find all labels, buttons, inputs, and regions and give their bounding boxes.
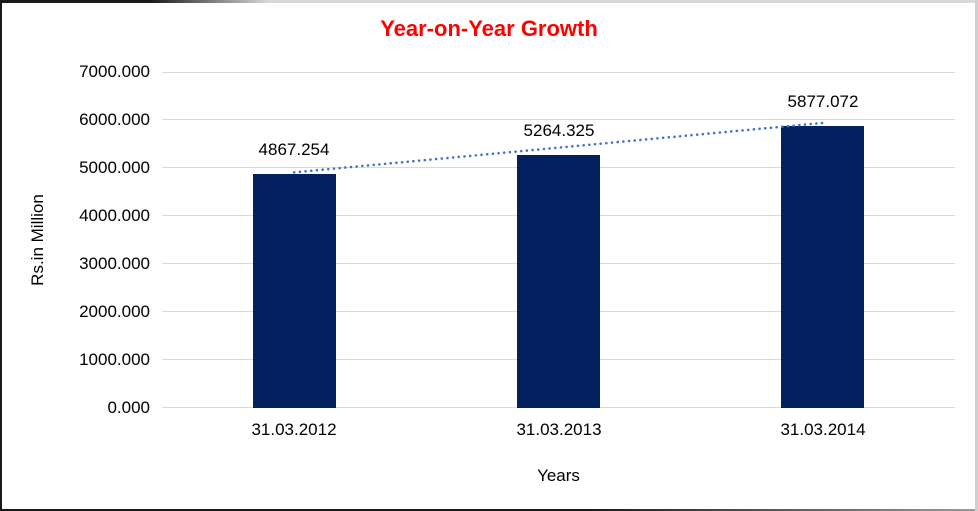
y-tick-label: 6000.000 <box>79 110 150 129</box>
x-axis-title: Years <box>537 466 580 485</box>
bar-31.03.2013 <box>517 155 600 408</box>
y-tick-label: 1000.000 <box>79 350 150 369</box>
gridline <box>162 119 955 120</box>
y-tick-label: 4000.000 <box>79 206 150 225</box>
bar-value-label: 5877.072 <box>787 92 859 111</box>
y-tick-label: 2000.000 <box>79 302 150 321</box>
bar-31.03.2012 <box>253 174 336 408</box>
bar-31.03.2014 <box>781 126 864 408</box>
gridline <box>162 72 955 73</box>
y-tick-label: 0.000 <box>107 398 150 417</box>
bar-value-label: 4867.254 <box>258 140 330 159</box>
x-tick-label: 31.03.2013 <box>516 420 602 439</box>
x-tick-label: 31.03.2014 <box>780 420 866 439</box>
x-tick-label: 31.03.2012 <box>251 420 337 439</box>
y-tick-label: 5000.000 <box>79 158 150 177</box>
frame-border-right <box>975 0 978 511</box>
chart-title: Year-on-Year Growth <box>380 16 598 41</box>
y-tick-label: 3000.000 <box>79 254 150 273</box>
plot-area: 4867.254 5264.325 5877.072 <box>162 72 955 408</box>
frame-border-left <box>0 0 2 511</box>
y-tick-label: 7000.000 <box>79 62 150 81</box>
trendline <box>292 121 825 174</box>
bar-value-label: 5264.325 <box>523 121 595 140</box>
frame-border-top <box>0 0 978 3</box>
frame-border-bottom <box>0 509 978 511</box>
